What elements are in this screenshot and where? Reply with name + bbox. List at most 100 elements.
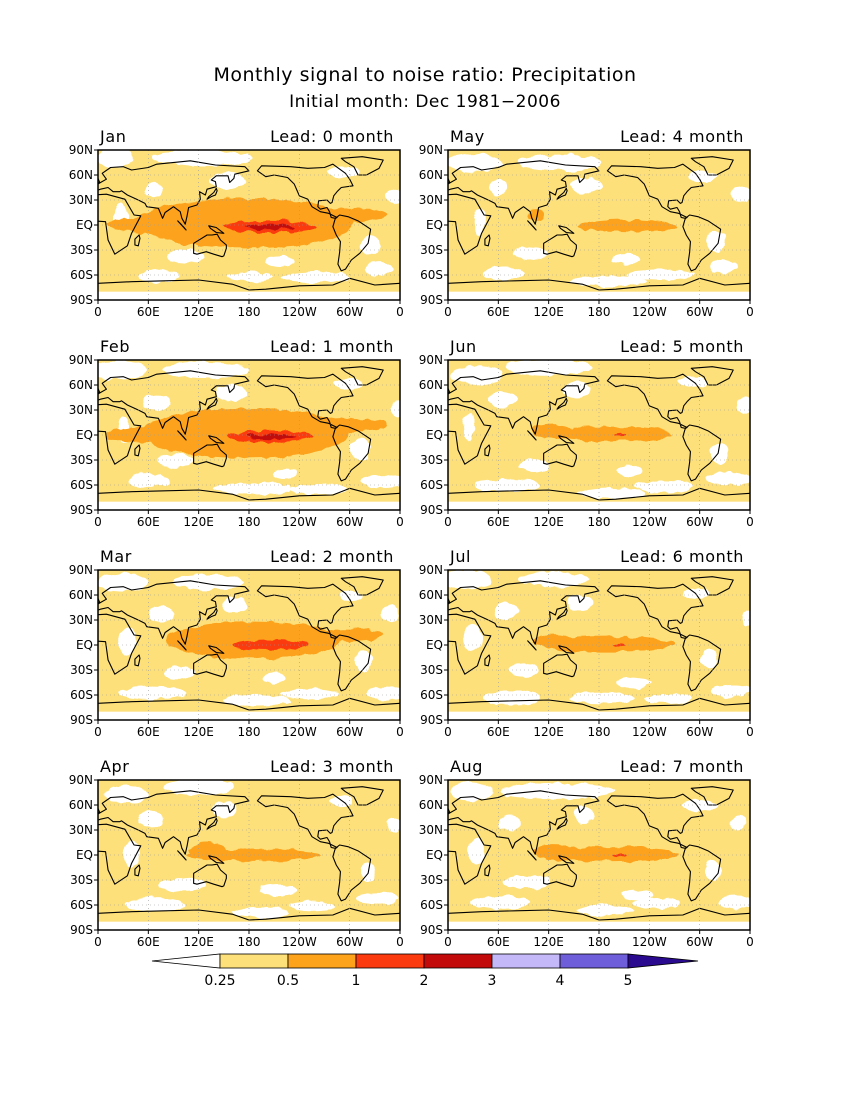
gridlines	[448, 360, 750, 510]
colorbar-level-label: 0.5	[277, 973, 299, 989]
lat-tick-label: 30N	[419, 193, 443, 207]
panel-month-label: Aug	[450, 757, 483, 776]
lon-tick-label: 0	[746, 725, 754, 739]
lat-tick-label: 30N	[69, 403, 93, 417]
panel-month-label: May	[450, 127, 485, 146]
panel-lead-label: Lead: 4 month	[620, 127, 744, 146]
lon-tick-label: 180	[588, 515, 611, 529]
lat-tick-label: 90N	[419, 563, 443, 577]
tropical-bands	[531, 844, 679, 862]
low-snr-patches	[98, 150, 400, 283]
figure-title: Monthly signal to noise ratio: Precipita…	[213, 64, 636, 86]
lat-tick-label: 60N	[419, 168, 443, 182]
lon-tick-label: 180	[588, 935, 611, 949]
lat-tick-label: 60S	[70, 688, 93, 702]
lon-tick-label: 0	[94, 725, 102, 739]
colorbar-level-label: 1	[352, 973, 361, 989]
low-snr-patches	[104, 780, 400, 919]
polar-mask	[448, 501, 750, 510]
lat-tick-label: 30S	[70, 243, 93, 257]
panel-month-label: Apr	[100, 757, 129, 776]
lat-tick-label: EQ	[426, 218, 443, 232]
colorbar-segment	[491, 953, 561, 969]
lon-tick-label: 60W	[336, 515, 363, 529]
lat-tick-label: 30N	[69, 823, 93, 837]
panel-lead-label: Lead: 5 month	[620, 337, 744, 356]
panel-month-label: Mar	[100, 547, 132, 566]
polar-mask	[98, 711, 400, 720]
polar-mask	[98, 501, 400, 510]
lon-tick-label: 0	[396, 515, 404, 529]
map-panel-aug: 0 60E 120E 180 120W 60W 0 90N 60N 30N EQ 30S 60S 90S A…	[419, 757, 754, 949]
lon-tick-label: 60W	[686, 515, 713, 529]
lon-tick-label: 0	[444, 305, 452, 319]
colorbar: 0.25 0.5 1 2 3 4 5	[151, 953, 699, 989]
lat-tick-label: 60N	[69, 378, 93, 392]
coastlines	[448, 786, 750, 921]
lat-tick-label: 90S	[420, 293, 443, 307]
lon-tick-label: 120E	[183, 725, 214, 739]
gridlines	[448, 150, 750, 300]
coastlines	[98, 576, 400, 711]
tropical-bands	[186, 842, 321, 861]
lat-tick-label: 60S	[70, 478, 93, 492]
lon-tick-label: 120W	[282, 515, 317, 529]
lon-tick-label: 0	[396, 305, 404, 319]
lon-tick-label: 60E	[137, 515, 160, 529]
lon-tick-label: 120W	[282, 725, 317, 739]
lon-tick-label: 60W	[336, 725, 363, 739]
panel-lead-label: Lead: 1 month	[270, 337, 394, 356]
lon-tick-label: 60W	[336, 305, 363, 319]
low-snr-patches	[98, 573, 400, 707]
lat-tick-label: 90N	[419, 773, 443, 787]
lon-tick-label: 60E	[137, 935, 160, 949]
lat-tick-label: 60N	[69, 798, 93, 812]
lon-tick-label: 60W	[686, 935, 713, 949]
map-panel-jun: 0 60E 120E 180 120W 60W 0 90N 60N 30N EQ 30S 60S 90S J…	[419, 337, 754, 529]
lon-tick-label: 120E	[183, 935, 214, 949]
lon-tick-label: 60W	[336, 935, 363, 949]
lon-tick-label: 0	[444, 725, 452, 739]
panel-month-label: Feb	[100, 337, 130, 356]
gridlines	[448, 570, 750, 720]
lat-tick-label: 90S	[70, 923, 93, 937]
lon-tick-label: 120E	[533, 725, 564, 739]
tropical-bands	[531, 424, 672, 442]
lat-tick-label: 60S	[420, 688, 443, 702]
lat-tick-label: 30S	[420, 873, 443, 887]
lat-tick-label: 60S	[420, 898, 443, 912]
lon-tick-label: 60W	[686, 305, 713, 319]
colorbar-segment	[219, 953, 289, 969]
lat-tick-label: EQ	[426, 638, 443, 652]
lat-tick-label: 30S	[70, 453, 93, 467]
lon-tick-label: 180	[238, 935, 261, 949]
polar-mask	[98, 921, 400, 930]
tropical-bands	[531, 634, 676, 652]
map-panels: 0 60E 120E 180 120W 60W 0 90N 60N 30N EQ 30S 60S 90S J…	[69, 127, 754, 949]
lon-tick-label: 0	[94, 305, 102, 319]
panel-month-label: Jun	[449, 337, 477, 356]
gridlines	[98, 150, 400, 300]
lat-tick-label: 90N	[419, 353, 443, 367]
lat-tick-label: 90N	[69, 143, 93, 157]
lon-tick-label: 180	[588, 725, 611, 739]
lat-tick-label: 60S	[420, 268, 443, 282]
lon-tick-label: 0	[94, 515, 102, 529]
panel-lead-label: Lead: 6 month	[620, 547, 744, 566]
lat-tick-label: EQ	[426, 428, 443, 442]
lat-tick-label: 90N	[419, 143, 443, 157]
polar-mask	[448, 921, 750, 930]
map-panel-apr: 0 60E 120E 180 120W 60W 0 90N 60N 30N EQ 30S 60S 90S A…	[69, 757, 404, 949]
lon-tick-label: 120E	[183, 515, 214, 529]
gridlines	[98, 780, 400, 930]
map-panel-may: 0 60E 120E 180 120W 60W 0 90N 60N 30N EQ 30S 60S 90S M…	[419, 127, 754, 319]
lat-tick-label: 30S	[70, 663, 93, 677]
lat-tick-label: 60S	[70, 898, 93, 912]
lat-tick-label: 60N	[69, 588, 93, 602]
lon-tick-label: 180	[238, 305, 261, 319]
lon-tick-label: 0	[396, 725, 404, 739]
lat-tick-label: 90N	[69, 773, 93, 787]
lon-tick-label: 180	[238, 515, 261, 529]
lat-tick-label: 60N	[419, 378, 443, 392]
